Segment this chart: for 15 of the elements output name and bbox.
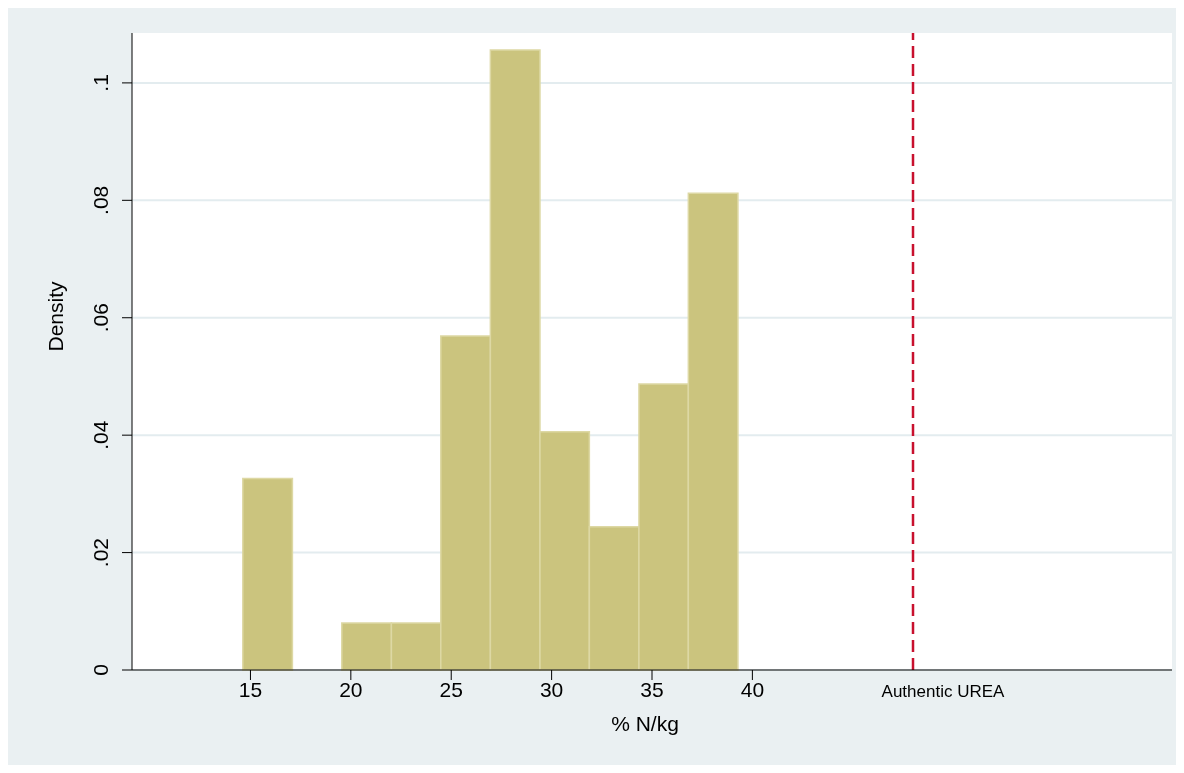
y-tick-label: .02 bbox=[89, 537, 112, 568]
x-tick-label: 20 bbox=[339, 677, 363, 701]
ref-line-label: Authentic UREA bbox=[881, 682, 1006, 701]
x-tick-label: 15 bbox=[238, 677, 263, 701]
x-tick-label: 30 bbox=[539, 677, 564, 701]
y-tick-label: .06 bbox=[89, 303, 112, 333]
y-tick-label: 0 bbox=[89, 664, 112, 676]
x-tick-label: 40 bbox=[740, 677, 765, 701]
x-tick-label: 25 bbox=[439, 677, 463, 701]
x-axis-title: % N/kg bbox=[611, 712, 679, 735]
y-tick-label: .04 bbox=[89, 420, 112, 450]
y-axis-title: Density bbox=[44, 280, 68, 352]
y-tick-label: .1 bbox=[89, 74, 112, 92]
x-tick-label: 35 bbox=[640, 677, 664, 701]
y-tick-label: .08 bbox=[89, 185, 112, 215]
